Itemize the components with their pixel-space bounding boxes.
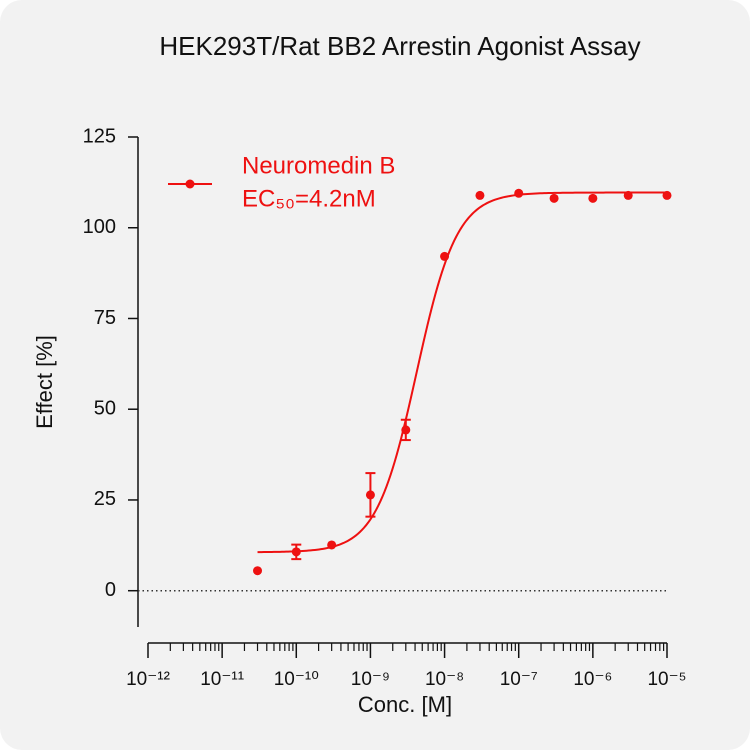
- data-point: [401, 425, 411, 435]
- x-tick-label: 10⁻¹²: [126, 669, 170, 690]
- data-point: [623, 190, 633, 200]
- data-point: [291, 547, 301, 557]
- x-tick-label: 10⁻⁸: [425, 669, 464, 690]
- data-point: [365, 490, 375, 500]
- y-axis-label: Effect [%]: [32, 335, 57, 429]
- x-axis-label: Conc. [M]: [358, 692, 452, 717]
- data-point: [327, 540, 337, 550]
- x-tick-label: 10⁻⁷: [500, 669, 538, 690]
- legend-annotation: EC₅₀=4.2nM: [242, 185, 376, 212]
- x-tick-label: 10⁻¹⁰: [274, 669, 319, 690]
- data-point: [588, 193, 598, 203]
- x-tick-label: 10⁻⁵: [647, 669, 686, 690]
- x-tick-label: 10⁻⁹: [351, 669, 390, 690]
- fit-curve: [257, 191, 667, 554]
- data-point: [662, 190, 672, 200]
- legend-marker: [185, 179, 195, 189]
- x-tick-label: 10⁻⁶: [573, 669, 612, 690]
- chart-title: HEK293T/Rat BB2 Arrestin Agonist Assay: [159, 31, 640, 61]
- y-tick-label: 125: [83, 125, 116, 147]
- x-tick-label: 10⁻¹¹: [200, 669, 244, 690]
- data-point: [514, 188, 524, 198]
- data-point: [549, 193, 559, 203]
- data-point: [475, 190, 485, 200]
- y-tick-label: 100: [83, 216, 116, 238]
- y-tick-label: 0: [105, 579, 116, 601]
- y-tick-label: 75: [94, 307, 116, 329]
- data-point: [253, 566, 263, 576]
- data-point: [440, 251, 450, 261]
- y-tick-label: 50: [94, 398, 116, 420]
- y-tick-label: 25: [94, 488, 116, 510]
- legend-label: Neuromedin B: [242, 152, 395, 179]
